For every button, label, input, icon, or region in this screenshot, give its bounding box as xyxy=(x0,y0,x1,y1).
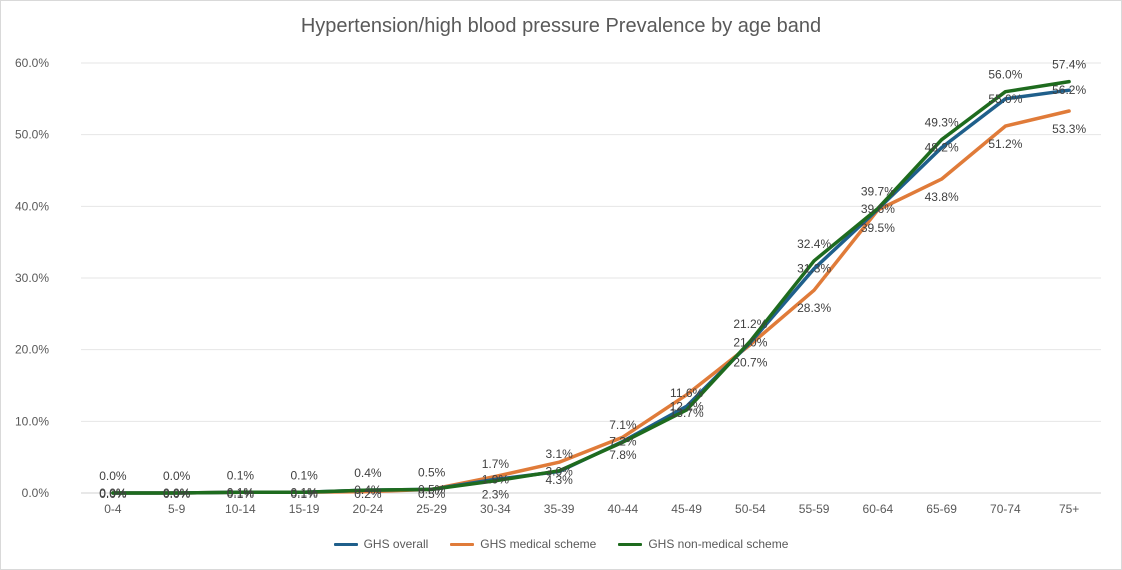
legend-label-medical-scheme: GHS medical scheme xyxy=(480,537,597,551)
series-line-ghs-non-medical-scheme xyxy=(111,79,1071,495)
data-label: 0.5% xyxy=(418,487,446,501)
x-tick-label: 75+ xyxy=(1059,502,1079,516)
y-tick-label: 60.0% xyxy=(15,56,49,70)
data-label: 1.7% xyxy=(482,457,510,471)
legend-label-overall: GHS overall xyxy=(363,537,429,551)
x-tick-label: 65-69 xyxy=(926,502,957,516)
data-label: 0.0% xyxy=(99,487,127,501)
data-label: 0.5% xyxy=(418,482,446,496)
x-tick-label: 35-39 xyxy=(544,502,575,516)
data-label: 32.4% xyxy=(797,237,831,251)
data-label: 56.0% xyxy=(988,68,1022,82)
x-tick-label: 15-19 xyxy=(289,502,320,516)
data-label: 0.1% xyxy=(227,487,255,501)
data-label: 12.1% xyxy=(670,399,704,413)
data-label: 55.0% xyxy=(988,92,1022,106)
data-label: 0.0% xyxy=(99,469,127,483)
y-tick-label: 50.0% xyxy=(15,128,49,142)
x-tick-label: 50-54 xyxy=(735,502,766,516)
x-tick-label: 10-14 xyxy=(225,502,256,516)
data-label: 56.2% xyxy=(1052,83,1086,97)
x-tick-label: 5-9 xyxy=(168,502,186,516)
data-label: 0.0% xyxy=(99,486,127,500)
data-label: 39.7% xyxy=(861,184,895,198)
data-label: 1.9% xyxy=(482,472,510,486)
data-label: 39.5% xyxy=(861,221,895,235)
legend-swatch-medical-scheme xyxy=(450,542,475,546)
x-tick-label: 45-49 xyxy=(671,502,702,516)
legend-item-overall: GHS overall xyxy=(333,537,429,551)
x-tick-label: 30-34 xyxy=(480,502,511,516)
data-label: 0.0% xyxy=(163,486,191,500)
legend-item-medical-scheme: GHS medical scheme xyxy=(450,537,596,551)
chart-title: Hypertension/high blood pressure Prevale… xyxy=(300,15,822,37)
y-tick-label: 20.0% xyxy=(15,343,49,357)
data-label: 57.4% xyxy=(1052,58,1086,72)
x-tick-label: 20-24 xyxy=(353,502,384,516)
x-tick-label: 60-64 xyxy=(863,502,894,516)
data-label: 48.2% xyxy=(925,141,959,155)
data-label: 21.2% xyxy=(733,317,767,331)
x-tick-label: 0-4 xyxy=(104,502,122,516)
data-label: 0.1% xyxy=(227,468,255,482)
chart-legend: GHS overall GHS medical scheme GHS non-m… xyxy=(1,537,1121,551)
legend-label-non-medical-scheme: GHS non-medical scheme xyxy=(648,537,789,551)
data-label: 53.3% xyxy=(1052,122,1086,136)
data-label: 3.1% xyxy=(545,447,573,461)
data-label: 20.7% xyxy=(733,356,767,370)
data-label: 7.1% xyxy=(609,418,637,432)
data-label: 3.0% xyxy=(545,465,573,479)
data-label: 13.7% xyxy=(670,406,704,420)
data-label: 0.0% xyxy=(163,469,191,483)
data-label: 7.8% xyxy=(609,448,637,462)
y-tick-label: 0.0% xyxy=(22,486,50,500)
series-line-ghs-medical-scheme xyxy=(111,109,1071,495)
x-tick-label: 40-44 xyxy=(608,502,639,516)
y-tick-label: 10.0% xyxy=(15,414,49,428)
data-label: 0.1% xyxy=(227,485,255,499)
legend-swatch-overall xyxy=(333,542,358,546)
data-label: 0.4% xyxy=(354,483,382,497)
data-label: 0.0% xyxy=(163,487,191,501)
x-tick-label: 25-29 xyxy=(416,502,447,516)
y-tick-label: 40.0% xyxy=(15,199,49,213)
y-tick-label: 30.0% xyxy=(15,271,49,285)
data-label: 0.1% xyxy=(290,485,318,499)
data-label: 28.3% xyxy=(797,301,831,315)
data-label: 0.5% xyxy=(418,465,446,479)
x-tick-label: 55-59 xyxy=(799,502,830,516)
data-label: 0.1% xyxy=(290,487,318,501)
data-label: 51.2% xyxy=(988,137,1022,151)
x-tick-label: 70-74 xyxy=(990,502,1021,516)
data-label: 0.4% xyxy=(354,466,382,480)
data-label: 0.2% xyxy=(354,487,382,501)
data-label: 31.3% xyxy=(797,262,831,276)
data-label: 7.2% xyxy=(609,434,637,448)
data-label: 4.3% xyxy=(545,473,573,487)
data-label: 49.3% xyxy=(925,116,959,130)
data-label: 0.1% xyxy=(290,468,318,482)
data-label: 43.8% xyxy=(925,190,959,204)
legend-swatch-non-medical-scheme xyxy=(618,542,643,546)
data-label: 11.6% xyxy=(670,386,703,400)
data-label: 39.6% xyxy=(861,202,895,216)
data-label: 21.0% xyxy=(733,336,767,350)
data-label: 2.3% xyxy=(482,488,510,502)
legend-item-non-medical-scheme: GHS non-medical scheme xyxy=(618,537,788,551)
